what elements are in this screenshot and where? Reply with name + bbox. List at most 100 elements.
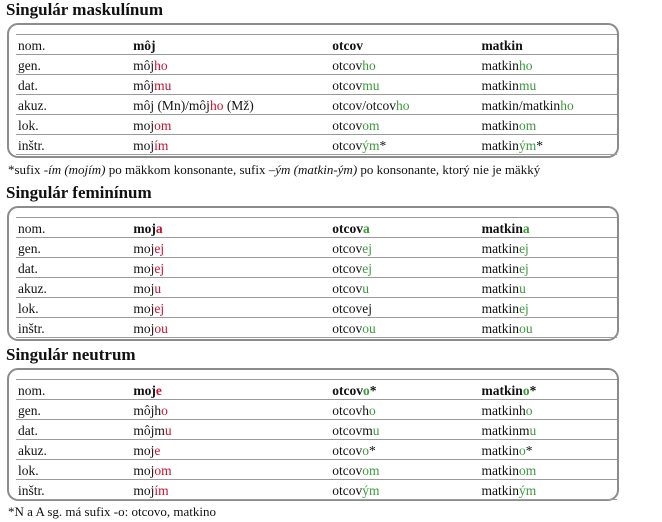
ending-suffix: ou bbox=[154, 321, 168, 336]
cell-case-label: akuz. bbox=[16, 94, 132, 115]
word-stem: matkin bbox=[481, 241, 520, 256]
word-stem: otcov bbox=[332, 58, 363, 73]
cell-pronoun-moj: môjho bbox=[131, 399, 331, 420]
cell-possessive-matkin: matkiným* bbox=[479, 134, 617, 155]
declension-table-feminine: nom. moja otcova matkina gen. mojej otcovej mat… bbox=[16, 217, 617, 338]
word-stem: matkin bbox=[481, 221, 523, 236]
cell-possessive-matkin: matkinej bbox=[479, 297, 617, 318]
cell-pronoun-moj: môj (Mn)/môjho (Mž) bbox=[131, 94, 331, 115]
ending-suffix: ým bbox=[518, 138, 537, 153]
ending-suffix: mu bbox=[154, 78, 172, 93]
word-stem: otcov bbox=[332, 241, 363, 256]
word-stem: * bbox=[536, 138, 543, 153]
cell-possessive-matkin: matkinho bbox=[479, 399, 617, 420]
ending-suffix: ej bbox=[519, 241, 529, 256]
cell-pronoun-moj: moja bbox=[131, 217, 331, 238]
word-stem: lok. bbox=[18, 118, 39, 133]
word-stem: moj bbox=[133, 301, 155, 316]
word-stem: môj bbox=[133, 38, 156, 53]
ending-suffix: om bbox=[154, 463, 172, 478]
footnote-masculine: *sufix -ím (mojím) po mäkkom konsonante,… bbox=[8, 162, 540, 178]
word-stem: * bbox=[379, 138, 387, 153]
ending-suffix: a bbox=[363, 221, 370, 236]
cell-pronoun-moj: môjmu bbox=[131, 74, 331, 95]
cell-possessive-otcov: otcovho bbox=[330, 54, 480, 75]
ending-suffix: e bbox=[155, 383, 162, 398]
word-stem: gen. bbox=[18, 241, 41, 256]
ending-suffix: ej bbox=[362, 241, 373, 256]
table-row: lok. mojom otcovom matkinom bbox=[16, 459, 617, 480]
ending-suffix: u bbox=[362, 281, 370, 296]
word-stem: otcov bbox=[332, 118, 363, 133]
word-stem: * bbox=[525, 443, 533, 458]
cell-pronoun-moj: mojom bbox=[131, 459, 331, 480]
cell-case-label: nom. bbox=[16, 34, 132, 55]
footnote-text: *N a A sg. má sufix -o: otcovo, matkino bbox=[8, 504, 216, 519]
word-stem: otcov/otcov bbox=[332, 98, 396, 113]
cell-possessive-otcov: otcovom bbox=[330, 114, 480, 135]
word-stem: inštr. bbox=[18, 483, 45, 498]
cell-possessive-otcov: otcova bbox=[330, 217, 480, 238]
cell-possessive-otcov: otcov bbox=[330, 34, 480, 55]
table-box-neuter: nom. moje otcovo* matkino* gen. môjho otcovho m… bbox=[7, 368, 619, 501]
cell-case-label: dat. bbox=[16, 257, 132, 278]
cell-possessive-otcov: otcov/otcovho bbox=[330, 94, 480, 115]
word-stem: otcov bbox=[332, 443, 363, 458]
cell-possessive-matkin: matkinej bbox=[479, 237, 617, 258]
word-stem: moj bbox=[133, 463, 155, 478]
ending-suffix: om bbox=[519, 463, 537, 478]
word-stem: akuz. bbox=[18, 281, 47, 296]
table-row: akuz. moje otcovo* matkino* bbox=[16, 439, 617, 460]
cell-case-label: nom. bbox=[16, 379, 132, 400]
ending-suffix: om bbox=[154, 118, 172, 133]
ending-suffix: u bbox=[519, 281, 526, 296]
word-stem: moj bbox=[133, 483, 155, 498]
word-stem: matkin bbox=[481, 261, 520, 276]
word-stem: matkin bbox=[481, 281, 520, 296]
cell-pronoun-moj: mojej bbox=[131, 257, 331, 278]
cell-case-label: nom. bbox=[16, 217, 132, 238]
cell-case-label: inštr. bbox=[16, 134, 132, 155]
ending-suffix: o bbox=[362, 443, 370, 458]
cell-pronoun-moj: môjho bbox=[131, 54, 331, 75]
table-header-row: nom. moja otcova matkin a bbox=[16, 217, 617, 238]
ending-suffix: u bbox=[372, 423, 380, 438]
cell-pronoun-moj: môj bbox=[131, 34, 331, 55]
declension-table-neuter: nom. moje otcovo* matkino* gen. môjho otcovho m… bbox=[16, 379, 617, 500]
declension-table-masculine: nom. môj otcov matkin gen. môjho otcovho matkin… bbox=[16, 34, 617, 155]
cell-possessive-matkin: matkino* bbox=[479, 439, 617, 460]
cell-case-label: dat. bbox=[16, 419, 132, 440]
word-stem: otcov bbox=[332, 321, 363, 336]
word-stem: matkinm bbox=[481, 423, 530, 438]
table-row: gen. môjho otcovho matkinho bbox=[16, 54, 617, 75]
table-row: inštr. mojím otcovým* matkiným* bbox=[16, 134, 617, 155]
word-stem: otcovm bbox=[332, 423, 373, 438]
word-stem: otcov bbox=[332, 78, 363, 93]
ending-suffix: o bbox=[369, 403, 376, 418]
cell-case-label: inštr. bbox=[16, 479, 132, 500]
cell-pronoun-moj: mojím bbox=[131, 479, 331, 500]
cell-possessive-matkin: matkinou bbox=[479, 317, 617, 338]
cell-possessive-matkin: matkinom bbox=[479, 459, 617, 480]
ending-suffix: o bbox=[522, 383, 530, 398]
word-stem: inštr. bbox=[18, 138, 45, 153]
word-stem: moj bbox=[133, 221, 156, 236]
word-stem: matkin bbox=[481, 463, 520, 478]
ending-suffix: om bbox=[518, 118, 537, 133]
word-stem: môj bbox=[133, 78, 155, 93]
ending-suffix: ej bbox=[519, 301, 529, 316]
word-stem: * bbox=[529, 383, 537, 398]
table-box-masculine: nom. môj otcov matkin gen. môjho otcovho matkin… bbox=[7, 23, 619, 158]
cell-possessive-otcov: otcovmu bbox=[330, 74, 480, 95]
table-row: lok. mojej otcovej matkinej bbox=[16, 297, 617, 318]
cell-possessive-otcov: otcovým bbox=[330, 479, 480, 500]
word-stem: moj bbox=[133, 138, 155, 153]
word-stem: lok. bbox=[18, 463, 39, 478]
word-stem: moj bbox=[133, 443, 155, 458]
ending-suffix: ou bbox=[362, 321, 376, 336]
cell-possessive-matkin: matkinmu bbox=[479, 74, 617, 95]
word-stem: matkin bbox=[481, 118, 519, 133]
cell-pronoun-moj: moje bbox=[131, 439, 331, 460]
ending-suffix: mu bbox=[362, 78, 380, 93]
ending-suffix: mu bbox=[518, 78, 537, 93]
